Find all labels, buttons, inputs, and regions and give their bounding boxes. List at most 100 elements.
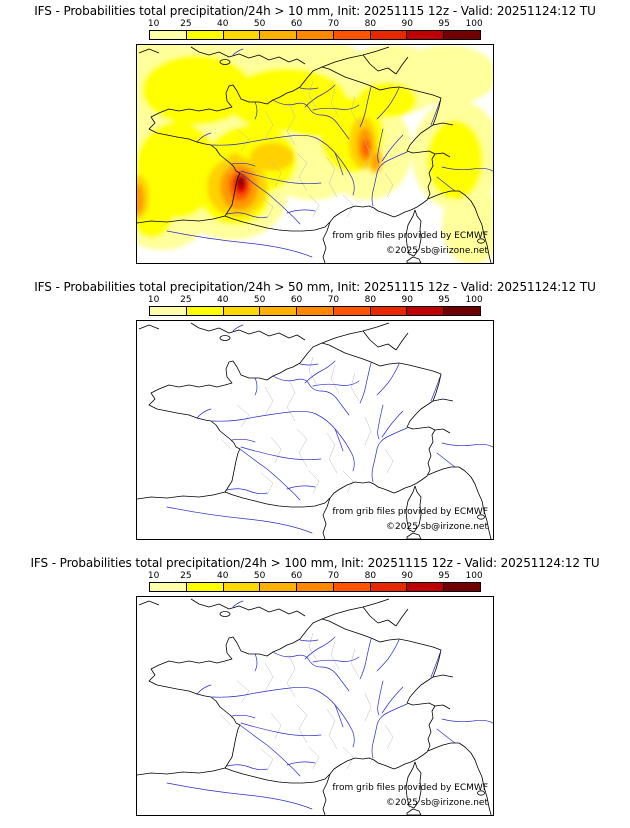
colorbar-gradient	[149, 306, 481, 316]
france-outline	[148, 66, 442, 232]
coastline-layer	[137, 598, 492, 815]
colorbar-tick-label: 80	[364, 19, 377, 29]
panel-10mm: IFS - Probabilities total precipitation/…	[0, 0, 630, 276]
colorbar-tick-label: 70	[327, 19, 340, 29]
colorbar-gradient	[149, 582, 481, 592]
italy-coast	[427, 190, 492, 263]
colorbar-segment	[223, 307, 261, 315]
colorbar-segment	[444, 31, 481, 39]
colorbar-tick-label: 10	[147, 571, 160, 581]
credit-irizone: ©2025 sb@irizone.net	[386, 246, 488, 256]
benelux-border	[362, 54, 397, 75]
colorbar-segment	[407, 31, 445, 39]
cornwall-coast	[138, 324, 160, 330]
colorbar-tick-label: 95	[438, 295, 450, 305]
colorbar-segment	[297, 307, 334, 315]
catalonia-coast	[322, 497, 331, 539]
colorbar-segment	[407, 307, 445, 315]
colorbar-segment	[260, 307, 298, 315]
map-france: from grib files provided by ECMWF ©2025 …	[136, 596, 494, 816]
departments-layer	[220, 80, 394, 220]
panel-title: IFS - Probabilities total precipitation/…	[34, 280, 596, 294]
colorbar-tick-label: 40	[217, 19, 229, 29]
swiss-border-east	[432, 674, 454, 678]
colorbar-segment	[370, 31, 408, 39]
italy-coast	[427, 742, 492, 815]
colorbar-segment	[150, 583, 187, 591]
map-canvas	[137, 45, 493, 263]
coastline-layer	[137, 46, 492, 263]
belgian-coast	[321, 46, 390, 68]
map-canvas	[137, 321, 493, 539]
elba-island	[477, 238, 485, 244]
colorbar-segment	[444, 583, 481, 591]
catalonia-coast	[322, 773, 331, 815]
colorbar-tick-label: 25	[180, 19, 192, 29]
colorbar-tick-label: 100	[465, 295, 483, 305]
colorbar-tick-label: 25	[180, 295, 192, 305]
map-canvas	[137, 597, 493, 815]
colorbar-segment	[223, 583, 261, 591]
probability-colorbar: 10 25 40 50 60 70 80 90 95 100	[148, 295, 483, 316]
colorbar-segment	[333, 31, 371, 39]
colorbar-segment	[297, 583, 334, 591]
panel-title: IFS - Probabilities total precipitation/…	[30, 556, 600, 570]
panel-100mm: IFS - Probabilities total precipitation/…	[0, 552, 630, 828]
colorbar-segment	[223, 31, 261, 39]
benelux-border	[362, 606, 397, 627]
panel-title: IFS - Probabilities total precipitation/…	[34, 4, 596, 18]
isle-of-wight	[219, 611, 231, 617]
colorbar-tick-label: 40	[217, 295, 229, 305]
swiss-border-east	[432, 398, 454, 402]
probability-colorbar: 10 25 40 50 60 70 80 90 95 100	[147, 19, 483, 40]
rivers-layer	[166, 48, 493, 258]
colorbar-tick-label: 90	[401, 295, 413, 305]
colorbar-segment	[260, 31, 298, 39]
precip-layer	[137, 45, 493, 263]
colorbar-tick-label: 40	[217, 571, 229, 581]
colorbar-tick-labels: 10 25 40 50 60 70 80 90 95 100	[147, 571, 483, 582]
colorbar-tick-label: 60	[290, 295, 303, 305]
corsica-outline	[405, 209, 422, 257]
isle-of-wight	[219, 335, 231, 341]
colorbar-gradient	[149, 30, 481, 40]
france-weather-map-svg	[137, 322, 493, 539]
cornwall-coast	[138, 48, 160, 54]
belgian-coast	[321, 598, 390, 620]
colorbar-segment	[444, 307, 481, 315]
colorbar-tick-label: 50	[253, 19, 266, 29]
colorbar-tick-label: 50	[253, 295, 266, 305]
colorbar-segment	[186, 307, 224, 315]
swiss-italy-border	[434, 704, 451, 710]
rivers-layer	[166, 600, 493, 810]
england-coast	[190, 46, 306, 65]
england-coast	[190, 322, 306, 341]
colorbar-tick-label: 95	[438, 571, 450, 581]
departments-layer	[220, 356, 394, 496]
departments-layer	[220, 632, 394, 772]
colorbar-tick-label: 95	[438, 19, 450, 29]
swiss-border-east	[432, 122, 454, 126]
france-weather-map-svg	[137, 45, 493, 263]
colorbar-tick-label: 10	[147, 19, 160, 29]
swiss-italy-border	[434, 428, 451, 434]
spain-north-coast	[137, 491, 226, 500]
colorbar-segment	[150, 307, 187, 315]
colorbar-tick-labels: 10 25 40 50 60 70 80 90 95 100	[148, 295, 483, 306]
map-france: from grib files provided by ECMWF ©2025 …	[136, 320, 494, 540]
corsica-outline	[405, 485, 422, 533]
colorbar-segment	[370, 583, 408, 591]
credit-ecmwf: from grib files provided by ECMWF	[332, 231, 488, 241]
corsica-outline	[405, 761, 422, 809]
sardinia-tip	[406, 808, 422, 815]
colorbar-tick-label: 90	[401, 571, 413, 581]
colorbar-tick-label: 25	[180, 571, 192, 581]
colorbar-segment	[150, 31, 187, 39]
colorbar-tick-label: 100	[465, 19, 483, 29]
colorbar-tick-label: 90	[401, 19, 413, 29]
nl-de-border	[395, 608, 409, 627]
england-coast	[190, 598, 306, 617]
colorbar-tick-label: 80	[364, 295, 377, 305]
sardinia-tip	[406, 256, 422, 263]
credit-ecmwf: from grib files provided by ECMWF	[332, 783, 488, 793]
